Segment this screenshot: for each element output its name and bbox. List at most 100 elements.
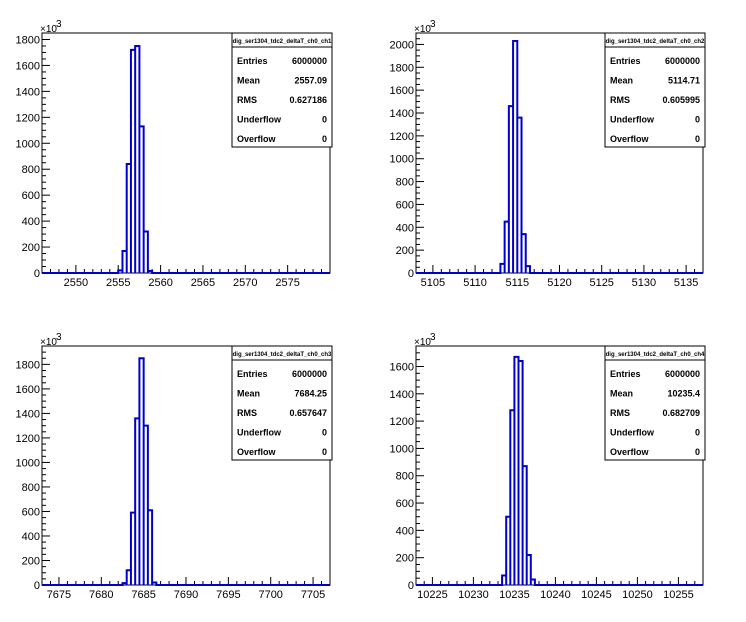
- stats-label: Overflow: [237, 134, 277, 144]
- stats-box: [604, 32, 706, 148]
- x-tick-label: 2550: [64, 277, 88, 289]
- stats-box: [231, 345, 333, 461]
- y-exponent-power: 3: [430, 19, 436, 30]
- histogram-panel-3: 7675 7680 7685 7690 7695 7700 7705 0 200 400 600 80…: [16, 332, 333, 601]
- stats-value: 6000000: [665, 56, 700, 66]
- stats-box: [604, 345, 706, 461]
- x-tick-label: 7690: [174, 589, 198, 601]
- y-exponent-power: 3: [56, 19, 62, 30]
- stats-label: Underflow: [237, 428, 282, 438]
- stats-value: 6000000: [292, 56, 327, 66]
- y-tick-label: 1400: [390, 389, 414, 401]
- x-tick-label: 10240: [540, 589, 571, 601]
- stats-label: RMS: [237, 95, 257, 105]
- x-tick-label: 7685: [131, 589, 155, 601]
- y-tick-label: 800: [22, 164, 40, 176]
- stats-box: [231, 32, 333, 148]
- y-tick-label: 1800: [390, 62, 414, 74]
- stats-value: 0: [322, 447, 327, 457]
- histogram-outline: [42, 357, 330, 586]
- histogram-outline: [42, 44, 330, 274]
- y-tick-label: 800: [396, 471, 414, 483]
- y-tick-label: 400: [396, 222, 414, 234]
- y-tick-label: 1800: [16, 359, 40, 371]
- y-tick-label: 200: [396, 553, 414, 565]
- y-tick-label: 0: [408, 268, 414, 280]
- x-tick-label: 2555: [106, 277, 130, 289]
- stats-title: dig_ser1304_tdc2_deltaT_ch0_ch3: [233, 352, 332, 358]
- x-tick-label: 10245: [581, 589, 612, 601]
- stats-label: Mean: [610, 76, 633, 86]
- y-tick-label: 1200: [390, 416, 414, 428]
- y-tick-label: 1400: [16, 86, 40, 98]
- y-tick-label: 2000: [390, 39, 414, 51]
- stats-label: Underflow: [237, 115, 282, 125]
- stats-value: 0.627186: [289, 95, 327, 105]
- stats-title: dig_ser1304_tdc2_deltaT_ch0_ch2: [606, 39, 705, 45]
- stats-label: Entries: [610, 369, 641, 379]
- histogram-outline: [416, 355, 703, 586]
- stats-label: Underflow: [610, 428, 655, 438]
- x-tick-label: 5115: [505, 277, 529, 289]
- histogram-panel-4: 10225 10230 10235 10240 10245 10250 10255 0 200 4…: [390, 332, 706, 601]
- y-tick-label: 200: [396, 245, 414, 257]
- stats-value: 0: [695, 428, 700, 438]
- x-tick-label: 7700: [258, 589, 282, 601]
- x-tick-label: 10235: [499, 589, 530, 601]
- histogram-panel-1: 2550 2555 2560 2565 2570 2575 0 200 400 600 800 100…: [16, 19, 333, 289]
- y-tick-label: 400: [396, 525, 414, 537]
- stats-label: Mean: [237, 389, 260, 399]
- stats-value: 0: [322, 134, 327, 144]
- y-tick-label: 800: [22, 482, 40, 494]
- y-tick-label: 600: [396, 199, 414, 211]
- x-tick-label: 7680: [89, 589, 113, 601]
- y-tick-label: 1600: [16, 384, 40, 396]
- y-tick-label: 400: [22, 216, 40, 228]
- x-tick-label: 5105: [421, 277, 445, 289]
- stats-value: 2557.09: [294, 76, 327, 86]
- x-tick-label: 10255: [663, 589, 694, 601]
- x-tick-label: 10250: [622, 589, 653, 601]
- stats-value: 6000000: [665, 369, 700, 379]
- y-exponent-label: ×10: [40, 24, 57, 35]
- y-tick-label: 0: [408, 580, 414, 592]
- x-tick-label: 5135: [674, 277, 698, 289]
- stats-value: 0: [695, 447, 700, 457]
- x-tick-label: 5110: [463, 277, 487, 289]
- y-exponent-label: ×10: [414, 24, 431, 35]
- stats-title: dig_ser1304_tdc2_deltaT_ch0_ch1: [233, 39, 332, 45]
- stats-label: Overflow: [610, 134, 650, 144]
- stats-value: 0: [695, 115, 700, 125]
- y-tick-label: 1200: [16, 433, 40, 445]
- stats-value: 5114.71: [668, 76, 700, 86]
- y-tick-label: 200: [22, 555, 40, 567]
- x-tick-label: 2560: [148, 277, 172, 289]
- stats-value: 10235.4: [667, 389, 700, 399]
- y-exponent-power: 3: [56, 332, 62, 343]
- stats-label: Overflow: [237, 447, 277, 457]
- stats-value: 0: [322, 115, 327, 125]
- stats-value: 0.682709: [662, 408, 700, 418]
- x-tick-label: 7675: [47, 589, 71, 601]
- y-exponent-label: ×10: [414, 337, 431, 348]
- stats-label: RMS: [610, 95, 630, 105]
- stats-value: 6000000: [292, 369, 327, 379]
- histogram-panel-2: 5105 5110 5115 5120 5125 5130 5135 0 200 400 600 80…: [390, 19, 706, 289]
- stats-value: 0: [322, 428, 327, 438]
- stats-label: Underflow: [610, 115, 655, 125]
- y-tick-label: 200: [22, 242, 40, 254]
- stats-label: RMS: [610, 408, 630, 418]
- y-tick-label: 1600: [16, 60, 40, 72]
- y-tick-label: 1200: [16, 112, 40, 124]
- x-tick-label: 2575: [275, 277, 299, 289]
- y-tick-label: 600: [22, 506, 40, 518]
- y-tick-label: 1600: [390, 85, 414, 97]
- y-tick-label: 1800: [16, 34, 40, 46]
- x-tick-label: 5120: [547, 277, 571, 289]
- stats-label: RMS: [237, 408, 257, 418]
- x-tick-label: 5130: [632, 277, 656, 289]
- stats-label: Entries: [237, 56, 268, 66]
- y-tick-label: 600: [22, 190, 40, 202]
- stats-value: 0.657647: [289, 408, 327, 418]
